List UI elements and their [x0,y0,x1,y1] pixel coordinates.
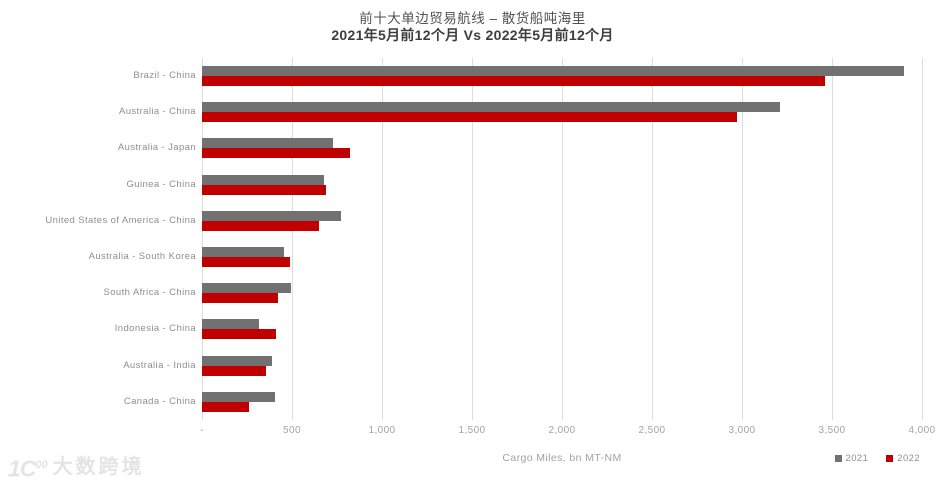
x-axis-tick-label: - [200,425,204,436]
bar-2022 [202,112,737,123]
bar-2022 [202,184,327,195]
dashukuajing-logo-icon: 1C00 [8,455,48,482]
x-axis-tick-label: 1,500 [458,425,486,436]
legend-item-2021: 2021 [834,453,869,464]
legend: 2021 2022 [834,453,920,464]
gridline [652,58,653,420]
bar-2022 [202,329,276,340]
bar-2021 [202,319,259,330]
legend-item-2022: 2022 [886,453,920,464]
bar-2021 [202,66,904,76]
x-axis-title: Cargo Miles, bn MT-NM [502,452,622,464]
bar-2022 [202,148,350,159]
bar-2021 [202,247,284,257]
gridline [742,58,743,420]
x-axis-tick-label: 3,500 [818,425,846,436]
chart-subtitle: 2021年5月前12个月 Vs 2022年5月前12个月 [331,27,614,43]
chart-title: 前十大单边贸易航线 – 散货船吨海里 [359,11,586,26]
watermark-text: 大数跨境 [52,455,145,478]
bar-2021 [202,102,780,113]
bar-2022 [202,257,291,267]
category-label: United States of America - China [45,214,196,226]
gridline [832,58,833,420]
gridline [472,58,473,420]
bar-2022 [202,76,825,86]
x-axis-tick-label: 500 [283,425,301,436]
bar-2021 [202,138,334,149]
bar-2021 [202,174,324,185]
gridline [202,58,203,420]
category-label: Brazil - China [133,70,196,81]
gridline [292,58,293,420]
x-axis-tick-label: 3,000 [728,425,756,436]
bar-2022 [202,220,319,231]
bar-2021 [202,283,292,294]
category-label: Canada - China [123,395,196,407]
legend-label: 2021 [845,453,869,464]
category-label: Australia - China [118,106,196,118]
bar-2022 [202,401,249,412]
category-label: Guinea - China [126,178,196,190]
legend-label: 2022 [897,453,920,464]
bar-2021 [202,355,273,366]
gridline [382,58,383,420]
legend-swatch-icon [834,455,842,462]
bar-2021 [202,391,275,402]
gridline [922,58,923,420]
x-axis-tick-label: 2,500 [638,425,666,436]
bar-2022 [202,365,266,376]
legend-swatch-icon [886,455,894,462]
bar-2022 [202,293,278,304]
x-axis-tick-label: 4,000 [908,425,936,436]
x-axis-tick-label: 2,000 [548,425,576,436]
category-label: Indonesia - China [114,323,196,335]
category-label: Australia - South Korea [88,251,196,262]
category-label: South Africa - China [103,287,196,299]
bar-2021 [202,210,341,221]
category-label: Australia - India [123,359,196,371]
plot-area [202,58,923,420]
x-axis-tick-label: 1,000 [368,425,396,436]
gridline [562,58,563,420]
category-label: Australia - Japan [117,142,196,154]
watermark: 1C00 大数跨境 [8,451,145,483]
